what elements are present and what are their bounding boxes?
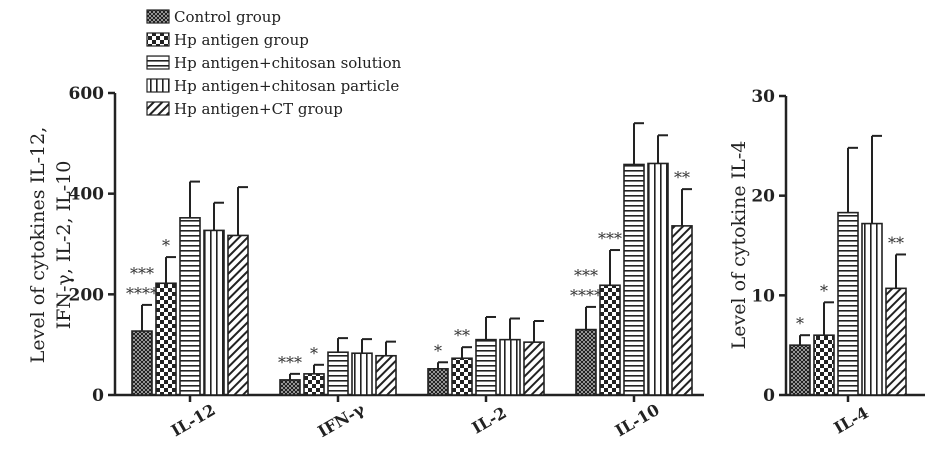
bar <box>179 217 201 396</box>
bar <box>671 225 693 396</box>
significance-marker: * <box>162 236 170 255</box>
bar <box>155 282 177 396</box>
legend-label: Hp antigen group <box>174 31 309 49</box>
bar <box>813 334 835 396</box>
y-tick-label: 20 <box>751 187 775 207</box>
bar <box>837 211 859 396</box>
bar <box>475 338 497 396</box>
significance-marker: * <box>434 341 442 360</box>
x-tick-label: IL-2 <box>469 403 510 438</box>
bar <box>789 344 811 396</box>
significance-marker: * <box>796 314 804 333</box>
y-axis-title: Level of cytokine IL-4 <box>728 141 750 350</box>
bar <box>647 162 669 396</box>
legend-label: Hp antigen+chitosan solution <box>174 54 402 72</box>
significance-marker: *** <box>278 353 302 372</box>
legend-label: Control group <box>174 8 281 26</box>
bar <box>427 368 449 396</box>
legend: Control group Hp antigen group Hp antigen+… <box>146 8 402 118</box>
bar <box>203 229 225 396</box>
significance-marker: **** <box>570 286 602 305</box>
bar <box>327 351 349 396</box>
bar <box>499 338 521 396</box>
y-axis-title: Level of cytokines IL-12, IFN-γ, IL-2, IL… <box>27 127 75 364</box>
bar <box>523 341 545 396</box>
y-tick-label: 0 <box>763 386 775 406</box>
bar <box>885 287 907 396</box>
y-axis-title-line: Level of cytokine IL-4 <box>728 141 750 350</box>
bar <box>599 284 621 396</box>
bar <box>227 234 249 396</box>
bar <box>279 379 301 396</box>
significance-marker: ** <box>454 326 470 345</box>
significance-marker: ** <box>674 168 690 187</box>
legend-swatch <box>146 55 170 70</box>
y-axis-title-line: IFN-γ, IL-2, IL-10 <box>53 161 75 330</box>
significance-marker: ** <box>888 233 904 252</box>
y-axis-title-line: Level of cytokines IL-12, <box>27 127 49 364</box>
legend-label: Hp antigen+chitosan particle <box>174 77 399 95</box>
bar <box>375 354 397 396</box>
y-tick-label: 600 <box>69 84 105 104</box>
x-tick-label: IFN-γ <box>315 399 369 441</box>
y-tick-label: 10 <box>751 286 775 306</box>
y-tick-label: 400 <box>69 185 105 205</box>
significance-marker: **** <box>126 284 158 303</box>
x-tick-label: IL-10 <box>612 400 663 440</box>
bar <box>623 163 645 396</box>
bar <box>575 328 597 396</box>
significance-marker: * <box>310 344 318 363</box>
legend-swatch <box>146 101 170 116</box>
bar <box>861 222 883 396</box>
legend-swatch <box>146 32 170 47</box>
bar <box>451 357 473 396</box>
legend-swatch <box>146 78 170 93</box>
legend-label: Hp antigen+CT group <box>174 100 343 118</box>
legend-swatch <box>146 9 170 24</box>
y-tick-label: 200 <box>69 285 105 305</box>
significance-marker: *** <box>574 266 598 285</box>
y-tick-label: 0 <box>92 386 104 406</box>
significance-marker: *** <box>598 229 622 248</box>
significance-marker: * <box>820 281 828 300</box>
y-tick-label: 30 <box>751 87 775 107</box>
significance-marker: *** <box>130 264 154 283</box>
bar <box>351 352 373 396</box>
x-tick-label: IL-12 <box>168 400 219 440</box>
bar <box>303 373 325 396</box>
bar <box>131 330 153 396</box>
x-tick-label: IL-4 <box>831 403 872 438</box>
